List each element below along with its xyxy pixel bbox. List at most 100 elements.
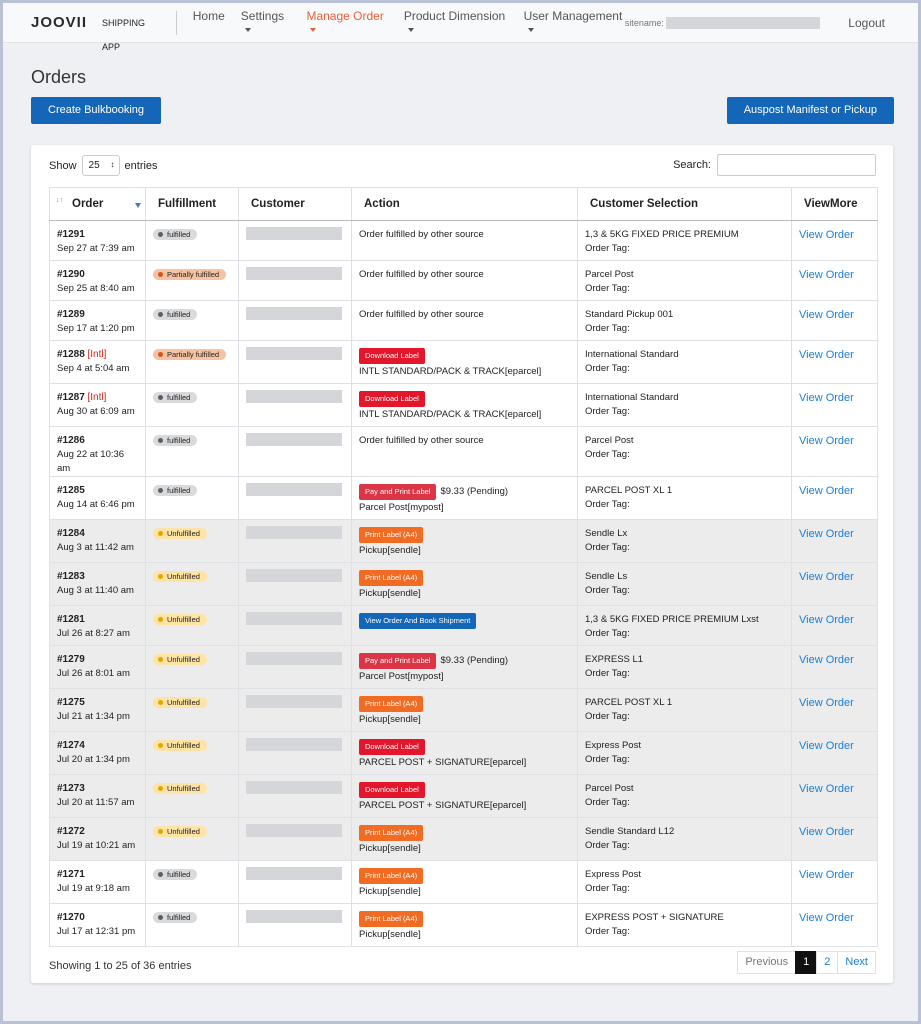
view-order-link[interactable]: View Order: [799, 869, 854, 881]
action-button[interactable]: Download Label: [359, 739, 425, 755]
order-row: #1285 Aug 14 at 6:46 pm fulfilled Pay and P…: [49, 476, 878, 520]
view-order-link[interactable]: View Order: [799, 826, 854, 838]
column-header[interactable]: Order: [49, 187, 146, 221]
view-order-link[interactable]: View Order: [799, 349, 854, 361]
view-order-link[interactable]: View Order: [799, 740, 854, 752]
view-order-link[interactable]: View Order: [799, 783, 854, 795]
customer-selection: EXPRESS POST + SIGNATURE: [585, 912, 724, 923]
status-badge: Unfulfilled: [153, 740, 207, 751]
action-button[interactable]: Pay and Print Label: [359, 484, 437, 500]
app-name: SHIPPING APP: [102, 10, 177, 52]
customer-redacted: [246, 347, 342, 360]
view-order-link[interactable]: View Order: [799, 269, 854, 281]
view-order-link[interactable]: View Order: [799, 309, 854, 321]
status-label: Unfulfilled: [167, 655, 200, 664]
action-button[interactable]: Download Label: [359, 391, 425, 407]
action-cell: Order fulfilled by other source: [351, 426, 578, 477]
action-detail: PARCEL POST + SIGNATURE[eparcel]: [359, 800, 527, 811]
fulfillment-cell: fulfilled: [145, 860, 239, 904]
view-order-link[interactable]: View Order: [799, 485, 854, 497]
action-cell: Order fulfilled by other source: [351, 220, 578, 261]
action-button[interactable]: Download Label: [359, 782, 425, 798]
view-order-link[interactable]: View Order: [799, 435, 854, 447]
order-cell: #1287 [Intl] Aug 30 at 6:09 am: [49, 383, 146, 427]
order-line: #1291: [57, 228, 138, 242]
customer-cell: [238, 860, 352, 904]
action-button[interactable]: Print Label (A4): [359, 825, 424, 841]
action-button[interactable]: Download Label: [359, 348, 425, 364]
status-badge: Partially fulfilled: [153, 349, 227, 360]
page-button[interactable]: Next: [837, 951, 876, 974]
site-redacted: [665, 16, 821, 29]
order-number: #1281: [57, 614, 85, 625]
viewmore-cell: View Order: [791, 260, 878, 301]
page-button[interactable]: 2: [816, 951, 839, 974]
action-button[interactable]: Pay and Print Label: [359, 653, 437, 669]
customer-selection: EXPRESS L1: [585, 654, 644, 665]
order-date: Jul 19 at 10:21 am: [57, 840, 136, 851]
nav-link[interactable]: Settings: [241, 9, 291, 37]
status-dot: [158, 657, 163, 662]
customer-cell: [238, 731, 352, 775]
order-line: #1290: [57, 268, 138, 282]
view-order-link[interactable]: View Order: [799, 571, 854, 583]
view-order-link[interactable]: View Order: [799, 697, 854, 709]
length-select[interactable]: 25: [81, 155, 120, 176]
action-detail: Pickup[sendle]: [359, 843, 421, 854]
view-order-link[interactable]: View Order: [799, 229, 854, 241]
nav-link[interactable]: Product Dimension: [404, 9, 508, 37]
action-button[interactable]: Print Label (A4): [359, 570, 424, 586]
action-text: Order fulfilled by other source: [359, 229, 484, 240]
status-dot: [158, 829, 163, 834]
status-label: fulfilled: [167, 310, 191, 319]
nav-links: Home Settings Manage Order Product Dimensio…: [177, 9, 625, 37]
logout[interactable]: Logout: [848, 15, 885, 30]
create-bulkbooking[interactable]: Create Bulkbooking: [31, 97, 162, 124]
nav-link[interactable]: Manage Order: [306, 9, 387, 37]
search-input[interactable]: [717, 154, 876, 176]
page-button[interactable]: Previous: [737, 951, 797, 974]
action-cell: Print Label (A4) Pickup[sendle]: [351, 903, 578, 947]
view-order-link[interactable]: View Order: [799, 912, 854, 924]
order-tag: Order Tag:: [585, 243, 630, 254]
status-label: fulfilled: [167, 436, 191, 445]
page-button[interactable]: 1: [795, 951, 818, 974]
action-button[interactable]: Print Label (A4): [359, 868, 424, 884]
action-button[interactable]: Print Label (A4): [359, 696, 424, 712]
order-number: #1275: [57, 697, 85, 708]
selection-cell: 1,3 & 5KG FIXED PRICE PREMIUM Order Tag:: [577, 220, 792, 261]
action-cell: Print Label (A4) Pickup[sendle]: [351, 860, 578, 904]
viewmore-cell: View Order: [791, 340, 878, 384]
action-detail: INTL STANDARD/PACK & TRACK[eparcel]: [359, 409, 542, 420]
action-text: Order fulfilled by other source: [359, 435, 484, 446]
nav-link[interactable]: User Management: [524, 9, 625, 37]
action-button[interactable]: Print Label (A4): [359, 911, 424, 927]
action-button[interactable]: View Order And Book Shipment: [359, 613, 477, 629]
manifest-button[interactable]: Auspost Manifest or Pickup: [726, 97, 894, 124]
status-badge: Unfulfilled: [153, 528, 207, 539]
fulfillment-cell: Partially fulfilled: [145, 260, 239, 301]
status-dot: [158, 700, 163, 705]
site-label: sitename:: [624, 17, 664, 28]
fulfillment-cell: Unfulfilled: [145, 731, 239, 775]
action-button[interactable]: Print Label (A4): [359, 527, 424, 543]
intl-flag: [Intl]: [87, 349, 107, 360]
order-number: #1270: [57, 912, 85, 923]
order-tag: Order Tag:: [585, 754, 630, 765]
view-order-link[interactable]: View Order: [799, 392, 854, 404]
order-line: #1285: [57, 484, 138, 498]
nav-link[interactable]: Home: [192, 8, 225, 23]
status-label: Unfulfilled: [167, 572, 200, 581]
order-date: Sep 4 at 5:04 am: [57, 363, 130, 374]
order-line: #1287 [Intl]: [57, 391, 138, 405]
view-order-link[interactable]: View Order: [799, 654, 854, 666]
status-badge: fulfilled: [153, 435, 198, 446]
order-row: #1290 Sep 25 at 8:40 am Partially fulfille…: [49, 260, 878, 301]
orders-card: Show 25 entries Search: OrderFulfillment…: [31, 145, 893, 983]
table-info: Showing 1 to 25 of 36 entries: [49, 960, 192, 972]
view-order-link[interactable]: View Order: [799, 528, 854, 540]
view-order-link[interactable]: View Order: [799, 614, 854, 626]
customer-cell: [238, 340, 352, 384]
brand[interactable]: JOOVII: [31, 14, 88, 31]
